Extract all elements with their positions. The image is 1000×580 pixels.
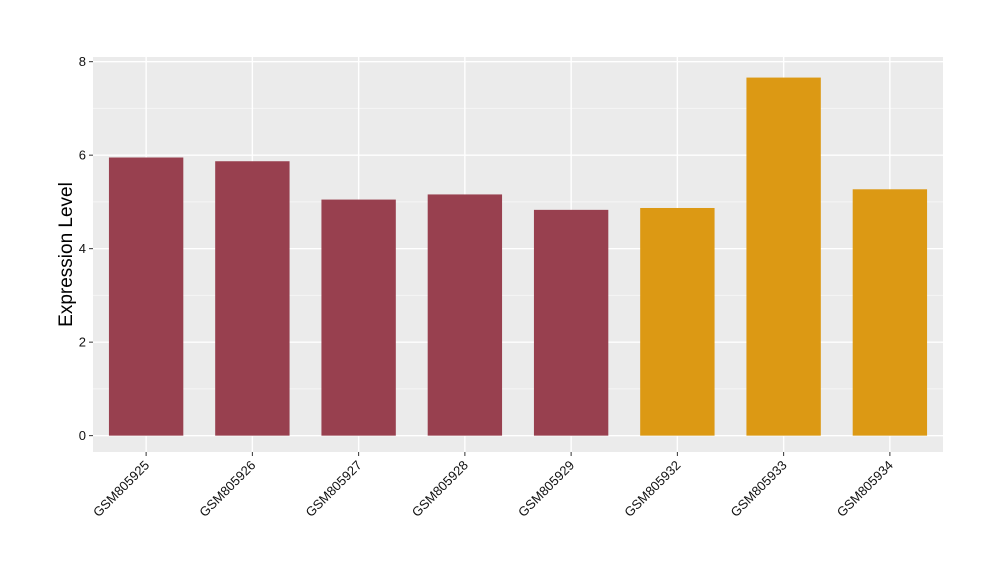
y-tick-label: 8 [79,54,86,69]
x-tick-label: GSM805934 [834,458,896,520]
y-tick-label: 0 [79,428,86,443]
bar-GSM805929 [533,209,609,436]
bar-GSM805934 [852,189,928,436]
x-tick-label: GSM805929 [515,458,577,520]
y-tick-label: 2 [79,335,86,350]
x-tick-label: GSM805928 [409,458,471,520]
x-tick-label: GSM805927 [303,458,365,520]
y-axis-label: Expression Level [56,182,77,327]
y-tick-label: 4 [79,241,86,256]
bar-GSM805927 [321,199,396,436]
y-tick-label: 6 [79,148,86,163]
x-tick-label: GSM805926 [196,458,258,520]
x-tick-label: GSM805925 [90,458,152,520]
bar-GSM805932 [640,207,715,436]
bars [108,77,928,436]
x-tick-label: GSM805932 [621,458,683,520]
x-axis: GSM805925 GSM805926 GSM805927 GSM805928 GSM8… [90,452,896,520]
bar-GSM805926 [215,161,290,436]
y-axis: 0 2 4 6 8 [79,54,93,443]
bar-GSM805928 [427,194,503,436]
bar-GSM805925 [108,157,184,436]
x-tick-label: GSM805933 [728,458,790,520]
bar-GSM805933 [746,77,821,436]
